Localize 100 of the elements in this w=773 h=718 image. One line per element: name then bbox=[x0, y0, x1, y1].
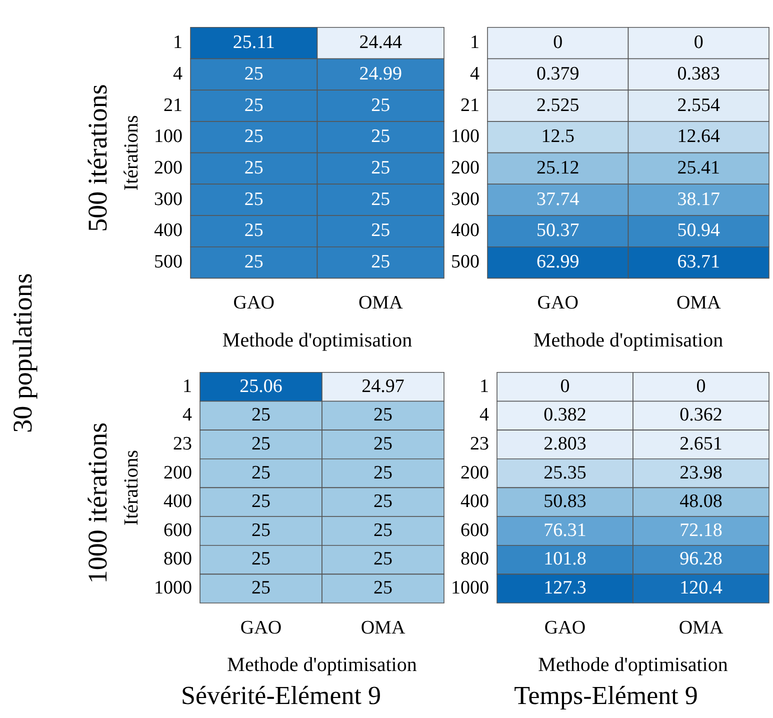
y-tick-label: 500 bbox=[154, 252, 182, 273]
data-label: 25 bbox=[371, 157, 390, 178]
y-axis-title: Itérations bbox=[120, 114, 142, 191]
y-tick-label: 1 bbox=[480, 376, 489, 397]
x-axis-title: Methode d'optimisation bbox=[222, 329, 412, 352]
x-axis-title: Methode d'optimisation bbox=[533, 329, 724, 352]
data-label: 25 bbox=[371, 126, 390, 148]
data-label: 25 bbox=[252, 548, 270, 570]
data-label: 2.554 bbox=[677, 94, 720, 116]
data-label: 25.06 bbox=[240, 376, 282, 397]
y-tick-label: 23 bbox=[173, 433, 192, 454]
data-label: 62.99 bbox=[536, 252, 580, 273]
data-label: 25 bbox=[374, 462, 392, 484]
data-label: 0 bbox=[560, 376, 570, 397]
data-label: 24.44 bbox=[359, 32, 402, 54]
text: 30 populations bbox=[8, 273, 38, 433]
y-tick-label: 400 bbox=[154, 220, 182, 242]
data-label: 23.98 bbox=[680, 462, 722, 484]
data-label: 0 bbox=[694, 32, 704, 54]
data-label: 50.94 bbox=[677, 220, 720, 242]
data-label: 0.382 bbox=[544, 404, 586, 426]
data-label: 25 bbox=[244, 63, 264, 84]
data-label: 25 bbox=[252, 433, 270, 454]
data-label: 25 bbox=[374, 404, 392, 426]
x-tick-label: GAO bbox=[240, 617, 282, 638]
data-label: 12.64 bbox=[677, 126, 720, 148]
data-label: 25 bbox=[371, 188, 390, 210]
data-label: 25 bbox=[252, 462, 270, 484]
data-label: 72.18 bbox=[680, 520, 722, 541]
data-label: 2.651 bbox=[680, 433, 722, 454]
y-tick-label: 100 bbox=[451, 126, 480, 148]
y-tick-label: 200 bbox=[460, 462, 489, 484]
text: 1000 itérations bbox=[82, 422, 114, 584]
y-tick-label: 300 bbox=[154, 188, 182, 210]
data-label: 25 bbox=[244, 94, 264, 116]
data-label: 25 bbox=[371, 252, 390, 273]
y-tick-label: 400 bbox=[164, 491, 192, 512]
y-tick-label: 500 bbox=[451, 252, 480, 273]
y-tick-label: 400 bbox=[451, 220, 480, 242]
data-label: 25 bbox=[252, 404, 270, 426]
y-tick-label: 200 bbox=[451, 157, 480, 178]
y-tick-label: 4 bbox=[470, 63, 480, 84]
data-label: 37.74 bbox=[536, 188, 580, 210]
y-tick-label: 800 bbox=[460, 548, 489, 570]
x-tick-label: GAO bbox=[233, 292, 274, 314]
data-label: 25 bbox=[252, 578, 270, 599]
y-tick-label: 4 bbox=[173, 63, 183, 84]
data-label: 101.8 bbox=[544, 548, 586, 570]
y-tick-label: 100 bbox=[154, 126, 182, 148]
data-label: 0.362 bbox=[680, 404, 722, 426]
y-tick-label: 23 bbox=[470, 433, 489, 454]
text: Sévérité-Elément 9 bbox=[181, 681, 381, 710]
data-label: 25.12 bbox=[536, 157, 580, 178]
data-label: 48.08 bbox=[680, 491, 722, 512]
y-tick-label: 800 bbox=[164, 548, 192, 570]
y-tick-label: 21 bbox=[164, 94, 182, 116]
data-label: 25 bbox=[252, 491, 270, 512]
text: Temps-Elément 9 bbox=[514, 681, 698, 710]
data-label: 38.17 bbox=[677, 188, 720, 210]
data-label: 12.5 bbox=[541, 126, 574, 148]
y-tick-label: 1 bbox=[182, 376, 192, 397]
data-label: 25 bbox=[252, 520, 270, 541]
data-label: 0.383 bbox=[677, 63, 720, 84]
data-label: 25 bbox=[244, 252, 264, 273]
x-tick-label: GAO bbox=[537, 292, 578, 314]
data-label: 2.803 bbox=[544, 433, 586, 454]
y-tick-label: 1 bbox=[470, 32, 480, 54]
data-label: 25 bbox=[244, 220, 264, 242]
data-label: 2.525 bbox=[536, 94, 580, 116]
data-label: 50.37 bbox=[536, 220, 580, 242]
x-axis-title: Methode d'optimisation bbox=[538, 654, 728, 676]
data-label: 25 bbox=[244, 126, 264, 148]
data-label: 0 bbox=[696, 376, 706, 397]
data-label: 25.35 bbox=[544, 462, 586, 484]
data-label: 25 bbox=[371, 220, 390, 242]
data-label: 76.31 bbox=[544, 520, 586, 541]
y-tick-label: 600 bbox=[460, 520, 489, 541]
data-label: 25.41 bbox=[677, 157, 720, 178]
y-tick-label: 4 bbox=[182, 404, 192, 426]
y-tick-label: 300 bbox=[451, 188, 480, 210]
y-tick-label: 1 bbox=[173, 32, 182, 54]
x-axis-title: Methode d'optimisation bbox=[227, 654, 417, 676]
x-tick-label: OMA bbox=[360, 617, 406, 638]
data-label: 25 bbox=[374, 520, 392, 541]
y-tick-label: 1000 bbox=[154, 578, 192, 599]
y-axis-title: Itérations bbox=[120, 450, 142, 526]
y-tick-label: 600 bbox=[164, 520, 192, 541]
y-tick-label: 1000 bbox=[451, 578, 489, 599]
data-label: 25.11 bbox=[232, 32, 275, 54]
data-label: 96.28 bbox=[680, 548, 722, 570]
y-tick-label: 400 bbox=[460, 491, 489, 512]
y-tick-label: 200 bbox=[154, 157, 182, 178]
data-label: 24.97 bbox=[362, 376, 404, 397]
x-tick-label: OMA bbox=[676, 292, 722, 314]
data-label: 25 bbox=[374, 548, 392, 570]
data-label: 25 bbox=[244, 157, 264, 178]
data-label: 24.99 bbox=[359, 63, 402, 84]
text: 500 itérations bbox=[82, 84, 114, 232]
y-tick-label: 200 bbox=[164, 462, 192, 484]
data-label: 25 bbox=[374, 491, 392, 512]
